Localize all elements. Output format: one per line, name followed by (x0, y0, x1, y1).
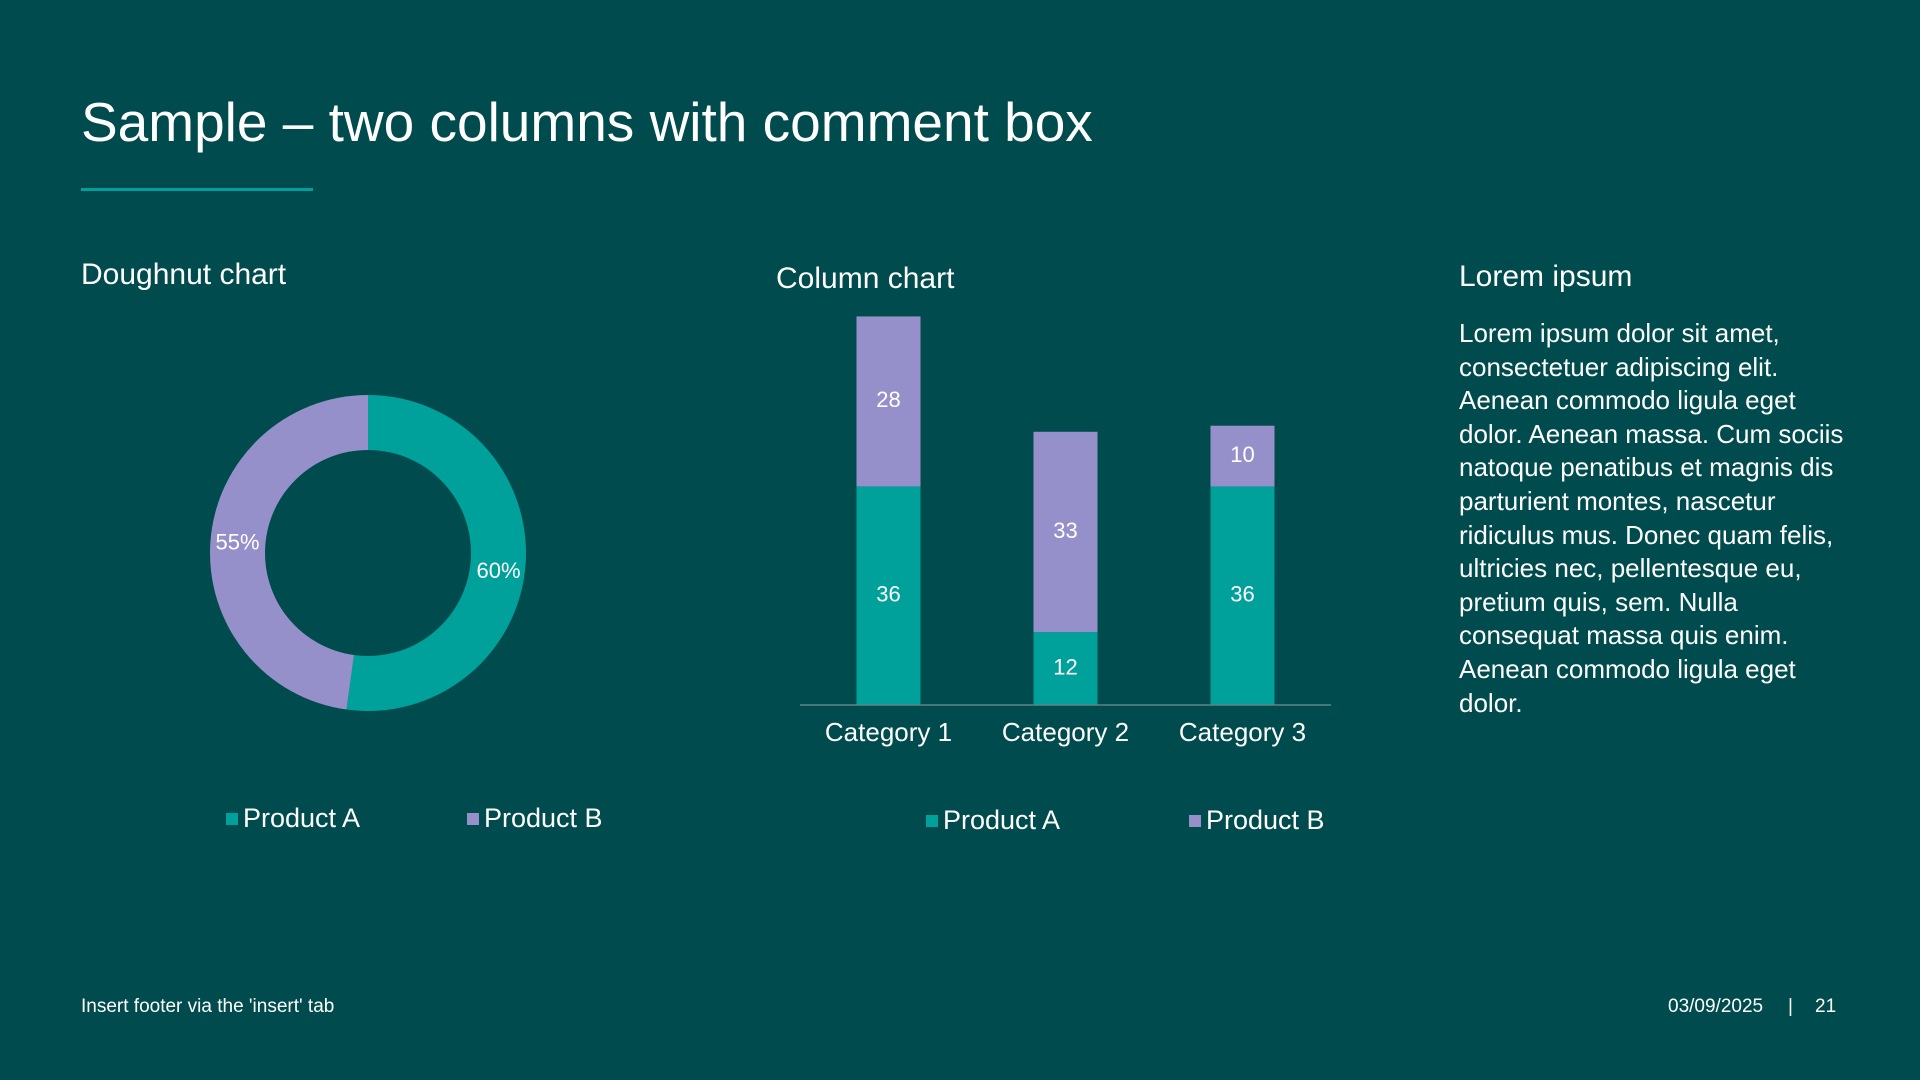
legend-swatch-product-a (926, 815, 938, 827)
column-data-label: 33 (1053, 518, 1077, 543)
legend-swatch-product-b (1189, 815, 1201, 827)
doughnut-legend-product-b: Product B (467, 803, 603, 834)
footer-date: 03/09/2025 (1668, 996, 1763, 1018)
column-legend-product-b: Product B (1189, 805, 1325, 836)
legend-swatch-product-a (226, 813, 238, 825)
column-category-label: Category 3 (1179, 717, 1306, 747)
legend-label: Product B (1206, 805, 1325, 836)
column-category-labels: Category 1 Category 2 Category 3 (825, 717, 1306, 747)
column-data-label: 36 (876, 582, 900, 607)
column-data-label: 36 (1230, 582, 1254, 607)
column-data-label: 10 (1230, 442, 1254, 467)
footer-separator: | (1788, 996, 1793, 1018)
column-category-label: Category 1 (825, 717, 952, 747)
column-data-label: 28 (876, 387, 900, 412)
footer-text: Insert footer via the 'insert' tab (81, 996, 334, 1018)
legend-label: Product B (484, 803, 603, 834)
page-number: 21 (1815, 996, 1836, 1018)
column-bars (857, 316, 1275, 705)
legend-label: Product A (943, 805, 1060, 836)
legend-swatch-product-b (467, 813, 479, 825)
doughnut-legend-product-a: Product A (226, 803, 360, 834)
column-data-label: 12 (1053, 654, 1077, 679)
column-category-label: Category 2 (1002, 717, 1129, 747)
legend-label: Product A (243, 803, 360, 834)
column-legend-product-a: Product A (926, 805, 1060, 836)
